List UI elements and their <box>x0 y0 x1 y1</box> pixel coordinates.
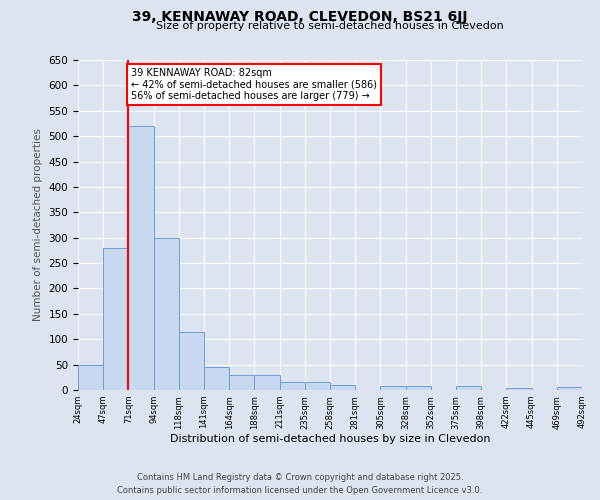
Bar <box>305 382 330 390</box>
Bar <box>254 375 280 390</box>
Bar <box>128 126 154 390</box>
Bar <box>78 364 103 390</box>
X-axis label: Distribution of semi-detached houses by size in Clevedon: Distribution of semi-detached houses by … <box>170 434 490 444</box>
Bar <box>154 238 179 390</box>
Text: 39, KENNAWAY ROAD, CLEVEDON, BS21 6JJ: 39, KENNAWAY ROAD, CLEVEDON, BS21 6JJ <box>132 10 468 24</box>
Bar <box>229 375 254 390</box>
Bar <box>103 248 128 390</box>
Bar <box>330 385 355 390</box>
Bar <box>406 386 431 390</box>
Text: 39 KENNAWAY ROAD: 82sqm
← 42% of semi-detached houses are smaller (586)
56% of s: 39 KENNAWAY ROAD: 82sqm ← 42% of semi-de… <box>131 68 377 101</box>
Bar <box>380 386 406 390</box>
Bar <box>506 388 532 390</box>
Title: Size of property relative to semi-detached houses in Clevedon: Size of property relative to semi-detach… <box>156 22 504 32</box>
Bar <box>179 332 204 390</box>
Text: Contains HM Land Registry data © Crown copyright and database right 2025.
Contai: Contains HM Land Registry data © Crown c… <box>118 474 482 495</box>
Y-axis label: Number of semi-detached properties: Number of semi-detached properties <box>33 128 43 322</box>
Bar <box>280 382 305 390</box>
Bar <box>456 386 481 390</box>
Bar <box>557 388 582 390</box>
Bar <box>204 367 229 390</box>
